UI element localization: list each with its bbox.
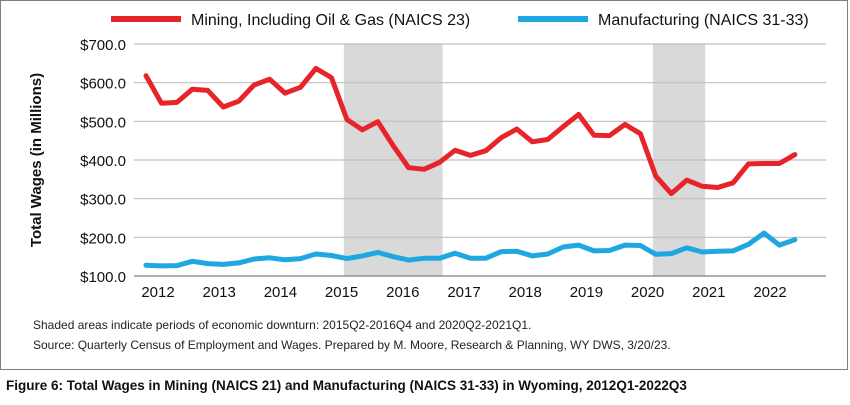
legend-label-1: Mining, Including Oil & Gas (NAICS 23) — [191, 12, 470, 29]
x-tick-label: 2022 — [753, 284, 786, 301]
x-tick-label: 2016 — [386, 284, 419, 301]
y-tick-label: $400.0 — [80, 153, 126, 170]
x-tick-label: 2021 — [692, 284, 725, 301]
y-tick-label: $700.0 — [80, 37, 126, 54]
series-line-1 — [143, 65, 798, 197]
chart-frame — [0, 0, 848, 370]
source-note: Source: Quarterly Census of Employment a… — [33, 338, 671, 352]
y-tick-label: $100.0 — [80, 269, 126, 286]
x-tick-label: 2020 — [631, 284, 664, 301]
y-tick-label: $300.0 — [80, 192, 126, 209]
y-axis-label: Total Wages (in Millions) — [28, 73, 45, 247]
x-tick-label: 2015 — [325, 284, 358, 301]
legend-label-2: Manufacturing (NAICS 31-33) — [598, 12, 809, 29]
x-tick-label: 2017 — [447, 284, 480, 301]
x-tick-label: 2018 — [509, 284, 542, 301]
y-tick-label: $500.0 — [80, 114, 126, 131]
series-line-2 — [143, 230, 798, 269]
figure-caption: Figure 6: Total Wages in Mining (NAICS 2… — [6, 378, 687, 393]
y-tick-label: $200.0 — [80, 230, 126, 247]
x-tick-label: 2013 — [203, 284, 236, 301]
y-tick-label: $600.0 — [80, 76, 126, 93]
downturn-note: Shaded areas indicate periods of economi… — [33, 318, 532, 332]
x-tick-label: 2014 — [264, 284, 297, 301]
x-tick-label: 2019 — [570, 284, 603, 301]
x-tick-label: 2012 — [141, 284, 174, 301]
